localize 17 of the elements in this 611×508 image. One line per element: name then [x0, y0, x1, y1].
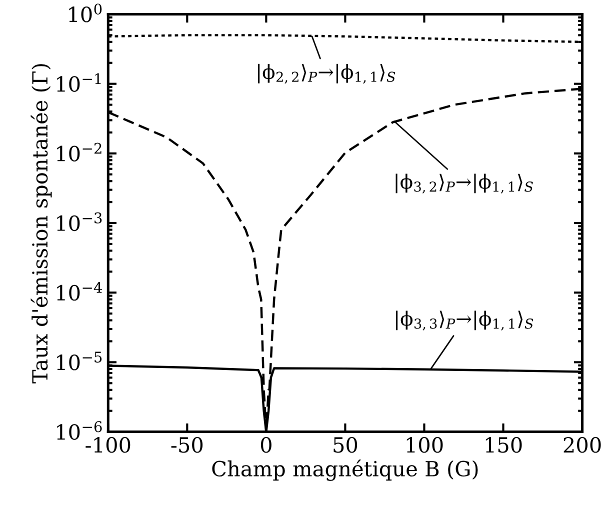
y-tick-label: 10$^{−3}$ — [57, 212, 102, 232]
annotation: |ϕ$_{3,2}$⟩$_{P}$→|ϕ$_{1,1}$⟩$_{S}$ — [396, 174, 533, 194]
y-tick-label: 10$^{0}$ — [69, 4, 102, 22]
x-tick-label: 0 — [260, 437, 272, 453]
x-tick-label: 100 — [406, 437, 443, 453]
annotation: |ϕ$_{3,3}$⟩$_{P}$→|ϕ$_{1,1}$⟩$_{S}$ — [396, 310, 534, 330]
x-tick-label: 200 — [564, 437, 601, 453]
y-tick-label: 10$^{−2}$ — [57, 142, 102, 162]
annotation: |ϕ$_{2,2}$⟩$_{P}$→|ϕ$_{1,1}$⟩$_{S}$ — [258, 64, 396, 84]
x-axis-title: Champ magnétique B (G) — [212, 460, 478, 481]
y-tick-label: 10$^{−1}$ — [57, 73, 101, 92]
x-tick-label: 50 — [334, 437, 358, 453]
y-tick-label: 10$^{−4}$ — [57, 282, 102, 301]
y-tick-label: 10$^{−5}$ — [57, 352, 102, 370]
y-axis-title: Taux d'émission spontanée (Γ) — [30, 64, 52, 384]
x-tick-label: 150 — [486, 437, 522, 453]
x-tick-label: -50 — [171, 437, 203, 453]
